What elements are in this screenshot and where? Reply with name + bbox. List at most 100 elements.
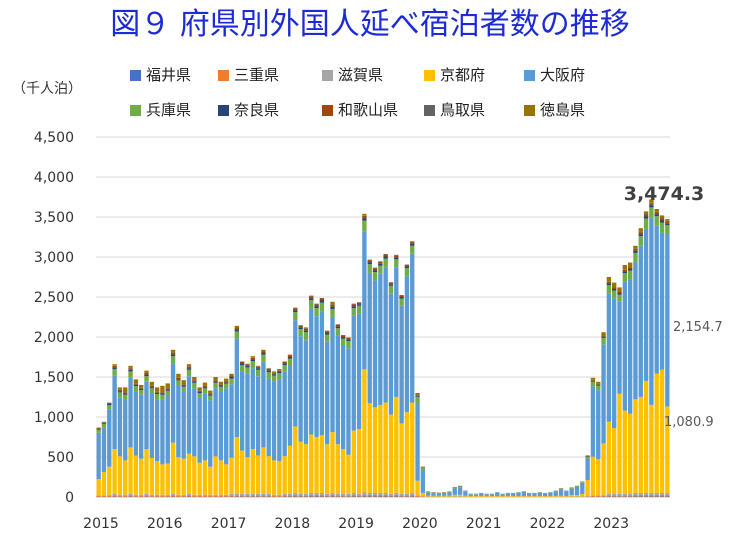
bar-segment — [267, 372, 271, 378]
bar-segment — [128, 447, 132, 493]
bar-segment — [479, 496, 483, 497]
bar-segment — [665, 493, 669, 495]
bar-segment — [182, 496, 186, 497]
bar-segment — [112, 495, 116, 496]
bar-segment — [410, 244, 414, 246]
bar-segment — [240, 494, 244, 496]
bar-segment — [352, 493, 356, 495]
bar-segment — [192, 380, 196, 381]
bar-segment — [405, 268, 409, 276]
bar-segment — [601, 443, 605, 494]
bar-segment — [357, 314, 361, 429]
bar-stack — [527, 493, 531, 497]
bar-segment — [192, 495, 196, 496]
bar-segment — [139, 496, 143, 497]
bar-stack — [235, 326, 239, 497]
bar-segment — [373, 270, 377, 272]
bar-stack — [288, 355, 292, 497]
bar-segment — [649, 205, 653, 207]
bar-segment — [341, 494, 345, 496]
bar-segment — [251, 361, 255, 368]
bar-segment — [612, 299, 616, 429]
legend-swatch — [218, 70, 229, 81]
bar-segment — [293, 308, 297, 310]
bar-segment — [245, 494, 249, 496]
bar-segment — [155, 496, 159, 497]
bar-segment — [559, 489, 563, 490]
bar-segment — [580, 483, 584, 494]
bar-segment — [325, 444, 329, 494]
bar-segment — [580, 494, 584, 496]
bar-segment — [415, 496, 419, 497]
bar-segment — [192, 377, 196, 380]
bar-segment — [633, 263, 637, 400]
bar-segment — [261, 350, 265, 351]
y-tick-label: 1,500 — [34, 370, 74, 386]
bar-stack — [118, 387, 122, 497]
bar-segment — [633, 246, 637, 249]
bar-segment — [325, 335, 329, 342]
bar-stack — [96, 427, 100, 497]
bar-stack — [591, 378, 595, 497]
bar-segment — [362, 216, 366, 218]
bar-segment — [235, 494, 239, 496]
bar-stack — [256, 366, 260, 497]
bar-stack — [554, 491, 558, 497]
bar-segment — [240, 451, 244, 494]
bar-segment — [224, 382, 228, 383]
bar-segment — [623, 273, 627, 282]
bar-segment — [245, 367, 249, 373]
bar-segment — [548, 496, 552, 497]
bar-segment — [298, 495, 302, 496]
bar-stack — [378, 261, 382, 497]
bar-stack — [368, 260, 372, 497]
bar-segment — [569, 488, 573, 489]
bar-segment — [96, 429, 100, 430]
bar-segment — [405, 412, 409, 494]
bar-stack — [575, 486, 579, 497]
bar-segment — [655, 226, 659, 374]
bar-segment — [463, 496, 467, 497]
bar-segment — [601, 337, 605, 338]
bar-segment — [251, 449, 255, 494]
bar-segment — [591, 495, 595, 496]
bar-segment — [405, 495, 409, 496]
legend-label: 福井県 — [146, 66, 191, 84]
bar-segment — [112, 366, 116, 368]
bar-stack — [203, 383, 207, 497]
bar-segment — [272, 460, 276, 494]
bar-segment — [336, 495, 340, 496]
bar-segment — [251, 359, 255, 361]
bar-segment — [96, 430, 100, 433]
bar-segment — [538, 496, 542, 497]
bar-segment — [538, 493, 542, 496]
bar-segment — [118, 495, 122, 496]
bar-segment — [405, 494, 409, 496]
bar-segment — [128, 366, 132, 368]
x-tick-label: 2015 — [83, 516, 119, 532]
bar-stack — [123, 387, 127, 497]
bar-segment — [516, 496, 520, 497]
bar-segment — [341, 337, 345, 339]
bar-stack — [607, 277, 611, 497]
bar-segment — [213, 496, 217, 497]
bar-segment — [394, 267, 398, 397]
bar-segment — [330, 317, 334, 432]
bar-segment — [325, 331, 329, 333]
bar-stack — [399, 295, 403, 497]
bar-segment — [166, 388, 170, 389]
bar-segment — [453, 488, 457, 494]
bar-segment — [665, 495, 669, 497]
bar-segment — [251, 495, 255, 496]
bar-stack — [490, 494, 494, 497]
bar-segment — [639, 397, 643, 493]
bar-segment — [261, 494, 265, 496]
bar-segment — [128, 371, 132, 377]
bar-stack — [660, 215, 664, 497]
bar-segment — [155, 461, 159, 495]
bar-segment — [112, 375, 116, 449]
bar-segment — [639, 236, 643, 246]
bar-segment — [649, 495, 653, 497]
bar-segment — [304, 494, 308, 496]
bar-segment — [272, 496, 276, 497]
